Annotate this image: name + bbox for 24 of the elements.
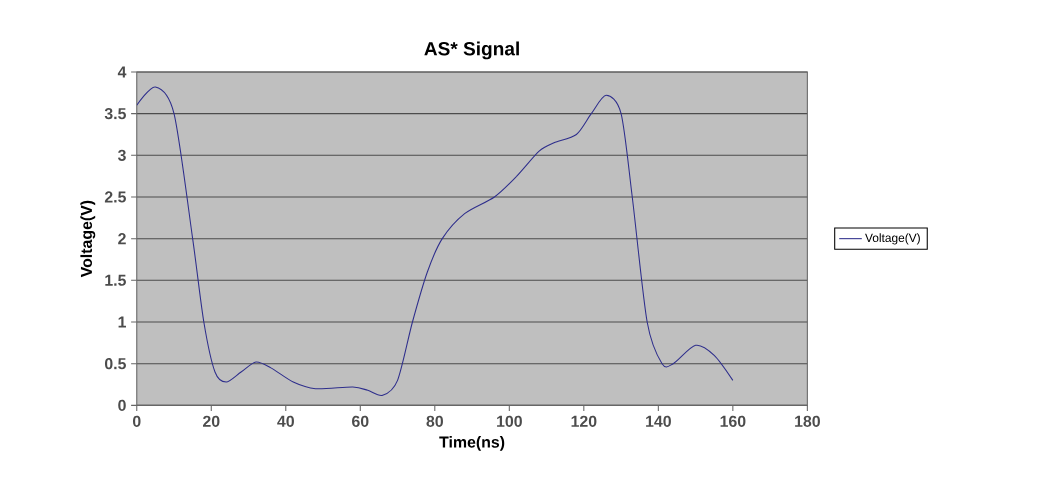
- y-tick-label: 2: [118, 233, 126, 245]
- x-tick-label: 140: [646, 415, 671, 427]
- legend-label: Voltage(V): [865, 233, 920, 245]
- x-tick-label: 120: [571, 415, 597, 427]
- y-tick-label: 4: [117, 66, 127, 78]
- x-tick-label: 180: [795, 415, 820, 427]
- y-axis-title: Voltage(V): [80, 200, 96, 278]
- x-tick-label: 60: [352, 415, 369, 427]
- line-series: [136, 86, 734, 396]
- x-axis-title: Time(ns): [439, 435, 505, 451]
- y-tick-label: 3: [117, 149, 126, 161]
- y-tick-label: 0.5: [104, 357, 126, 370]
- chart-title: AS* Signal: [424, 41, 519, 60]
- x-tick-label: 40: [277, 415, 294, 427]
- y-tick-label: 1.5: [105, 274, 126, 286]
- x-tick-label: 100: [497, 415, 522, 427]
- x-tick-label: 20: [203, 415, 220, 427]
- y-tick-label: 0: [118, 399, 126, 411]
- y-tick-label: 2.5: [104, 191, 126, 203]
- y-tick-label: 1: [118, 316, 126, 328]
- x-tick-label: 160: [720, 415, 746, 427]
- x-tick-label: 0: [132, 415, 141, 427]
- y-tick-label: 3.5: [104, 107, 126, 120]
- x-tick-label: 80: [426, 415, 443, 427]
